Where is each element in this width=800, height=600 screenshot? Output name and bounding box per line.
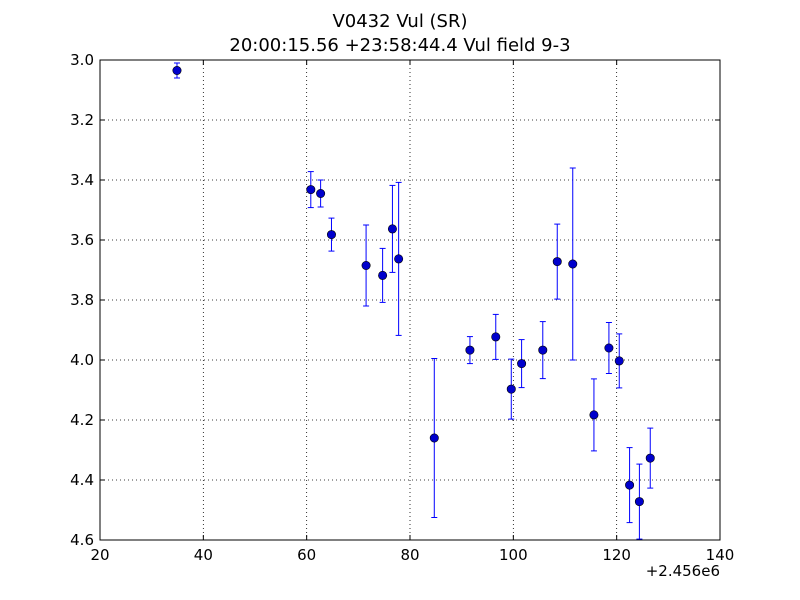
chart-title: V0432 Vul (SR): [332, 11, 468, 32]
data-point-group: [394, 181, 404, 336]
data-point: [429, 433, 439, 443]
data-point: [316, 189, 326, 199]
data-point: [465, 345, 475, 355]
data-point-group: [378, 247, 388, 303]
data-point-group: [387, 184, 397, 273]
x-tick-label: 120: [602, 546, 631, 564]
chart-subtitle: 20:00:15.56 +23:58:44.4 Vul field 9-3: [229, 35, 571, 56]
data-point: [394, 254, 404, 264]
data-point-group: [429, 358, 439, 518]
x-tick-label: 140: [706, 546, 735, 564]
data-point-group: [506, 358, 516, 420]
y-tick-label: 3.0: [70, 51, 94, 69]
data-point: [387, 224, 397, 234]
data-point: [538, 345, 548, 355]
x-tick-label: 80: [400, 546, 419, 564]
data-point-group: [589, 378, 599, 452]
y-tick-label: 4.2: [70, 411, 94, 429]
data-point: [378, 270, 388, 280]
data-series: [172, 62, 655, 540]
axis-ticks: [99, 59, 721, 541]
data-point-group: [491, 313, 501, 360]
data-point-group: [568, 167, 578, 361]
data-point: [614, 356, 624, 366]
y-tick-label: 3.4: [70, 171, 94, 189]
data-point: [604, 343, 614, 353]
data-point: [568, 259, 578, 269]
data-point-group: [465, 336, 475, 365]
data-point: [517, 359, 527, 369]
data-point: [625, 480, 635, 490]
data-point: [172, 66, 182, 76]
data-point-group: [645, 427, 655, 489]
y-tick-label: 4.6: [70, 531, 94, 549]
data-point-group: [517, 339, 527, 389]
data-point-group: [634, 463, 644, 540]
data-point-group: [552, 223, 562, 300]
axis-tick-labels: 20 40 60 80 100 120 140 3.0 3.2 3.4 3.6 3.8 4.0 4.2 4.…: [70, 51, 734, 564]
data-point-group: [625, 447, 635, 524]
data-point-group: [614, 333, 624, 389]
y-tick-label: 3.2: [70, 111, 94, 129]
data-point: [645, 453, 655, 463]
x-tick-label: 40: [194, 546, 213, 564]
data-point-group: [316, 179, 326, 208]
data-point: [506, 384, 516, 394]
x-axis-offset-label: +2.456e6: [646, 562, 720, 580]
data-point-group: [172, 62, 182, 79]
data-point-group: [326, 217, 336, 252]
data-point: [326, 230, 336, 240]
grid-lines: [100, 60, 720, 540]
y-tick-label: 4.4: [70, 471, 94, 489]
data-point-group: [604, 322, 614, 374]
x-tick-label: 100: [499, 546, 528, 564]
data-point: [306, 185, 316, 195]
data-point: [361, 260, 371, 270]
data-point: [589, 410, 599, 420]
data-point-group: [361, 224, 371, 307]
x-tick-label: 20: [90, 546, 109, 564]
data-point: [552, 257, 562, 267]
data-point: [634, 497, 644, 507]
y-tick-label: 3.6: [70, 231, 94, 249]
data-point-group: [538, 321, 548, 380]
y-tick-label: 4.0: [70, 351, 94, 369]
data-point-group: [306, 171, 316, 209]
x-tick-label: 60: [297, 546, 316, 564]
data-point: [491, 332, 501, 342]
y-tick-label: 3.8: [70, 291, 94, 309]
